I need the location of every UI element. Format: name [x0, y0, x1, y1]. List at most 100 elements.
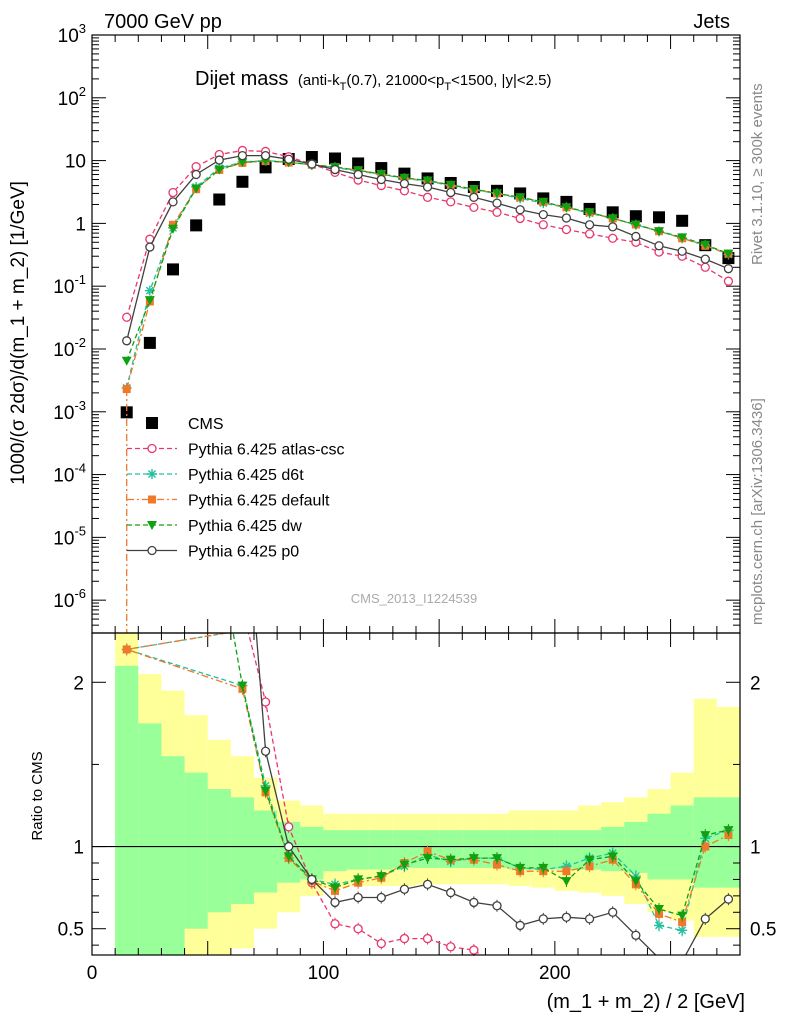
main-point-p0 [353, 169, 363, 180]
plot-title-detail-1: (anti-k [298, 72, 340, 89]
ratio-y-tick-label: 0.5 [58, 920, 84, 941]
legend: CMS Pythia 6.425 atlas-csc Pythia 6.425 d6… [127, 416, 345, 561]
ratio-x-tick-label: 100 [308, 963, 340, 984]
band-inner-bin [624, 821, 648, 873]
ratio-point-default [701, 842, 710, 851]
category-label: Jets [693, 11, 730, 33]
main-point-dw [121, 356, 132, 366]
ratio-point-p0 [700, 914, 710, 924]
main-point-dw [191, 184, 202, 194]
ratio-point-atlas_csc [353, 924, 363, 934]
main-point-dw [214, 165, 225, 175]
main-point-atlas_csc [168, 187, 178, 198]
main-point-p0 [631, 231, 641, 242]
main-y-tick-label: 103 [58, 21, 86, 47]
ratio-x-tick-label: 0 [87, 963, 98, 984]
main-point-p0 [122, 336, 132, 346]
main-y-tick-label: 10-1 [53, 272, 86, 298]
legend-marker-default [148, 495, 156, 504]
ratio-point-atlas_csc [330, 919, 340, 929]
ratio-point-default [122, 645, 131, 654]
main-y-tick-label: 10 [65, 152, 86, 173]
ratio-point-dw [237, 681, 248, 691]
main-point-p0 [145, 242, 155, 252]
main-point-atlas_csc [561, 224, 572, 235]
ratio-point-dw [538, 863, 549, 873]
ratio-point-default [585, 862, 594, 871]
ratio-panel-series [121, 633, 734, 957]
main-point-p0 [469, 192, 479, 202]
ratio-point-p0 [399, 884, 410, 894]
main-point-dw [399, 173, 410, 183]
plot-title-sub-1: T [340, 81, 347, 93]
main-y-tick-label: 10-3 [53, 398, 86, 424]
ratio-point-default [562, 867, 571, 876]
band-inner-bin [230, 797, 254, 905]
main-point-atlas_csc [191, 162, 201, 172]
main-point-p0 [515, 205, 525, 215]
ratio-panel-axes: 0 100 200 0.5 0.5 1 1 2 2 [58, 633, 776, 984]
ratio-point-atlas_csc [260, 697, 271, 707]
main-point-atlas_csc [608, 233, 618, 243]
main-y-tick-label: 1 [75, 214, 86, 235]
band-inner-bin [531, 830, 555, 870]
main-y-axis-title: 1000/(σ 2dσ)/d(m_1 + m_2) [1/GeV] [8, 181, 29, 485]
main-point-atlas_csc [538, 220, 548, 230]
main-point-p0 [330, 164, 340, 175]
main-point-atlas_csc [469, 202, 479, 213]
rivet-version-label: Rivet 3.1.10, ≥ 300k events [749, 83, 766, 265]
main-point-default [169, 220, 177, 229]
ratio-point-dw [330, 883, 340, 893]
main-point-cms [629, 210, 642, 223]
ratio-point-atlas_csc [399, 933, 410, 944]
main-point-dw [677, 233, 688, 243]
main-point-dw [422, 176, 433, 186]
legend-marker-p0 [147, 545, 157, 556]
ratio-point-default [678, 918, 687, 927]
main-point-dw [607, 214, 618, 224]
ratio-point-p0 [376, 892, 386, 903]
main-point-p0 [260, 150, 271, 161]
ratio-point-dw [283, 852, 294, 862]
ratio-point-dw [399, 860, 410, 870]
main-point-cms [120, 406, 133, 419]
main-point-dw [561, 203, 572, 213]
main-point-p0 [677, 246, 687, 256]
main-point-p0 [538, 209, 548, 220]
ratio-point-p0 [631, 930, 641, 940]
main-point-p0 [700, 254, 710, 264]
main-point-dw [538, 197, 549, 207]
legend-label-atlas_csc: Pythia 6.425 atlas-csc [188, 442, 345, 459]
band-inner-bin [369, 830, 393, 870]
ratio-point-dw [445, 855, 456, 865]
plot-title-detail-2: (0.7), 21000<p [346, 72, 444, 89]
ratio-point-p0 [353, 892, 363, 903]
main-point-p0 [376, 174, 386, 185]
ratio-point-dw [422, 854, 433, 864]
main-point-p0 [191, 169, 201, 180]
main-point-p0 [214, 155, 224, 165]
main-panel-axes: 10-6 10-5 10-4 10-3 10-2 10-1 1 10 102 103 [53, 21, 741, 634]
main-point-dw [723, 249, 734, 259]
ratio-point-atlas_csc [446, 942, 456, 952]
band-inner-bin [138, 723, 162, 955]
main-panel-series [120, 145, 735, 633]
ratio-y-tick-label: 2 [73, 673, 84, 694]
main-point-atlas_csc [515, 213, 525, 224]
plot-title-main: Dijet mass [195, 68, 288, 90]
main-y-tick-label: 10-4 [53, 461, 86, 487]
ratio-y-tick-label-right: 0.5 [750, 920, 776, 941]
main-point-p0 [422, 182, 433, 192]
ratio-point-dw [260, 786, 271, 796]
ratio-point-dw [376, 872, 387, 882]
band-inner-bin [508, 830, 532, 870]
panel-frames [91, 34, 741, 956]
main-point-atlas_csc [446, 197, 456, 207]
main-point-dw [168, 224, 178, 234]
ratio-point-atlas_csc [376, 938, 386, 949]
ratio-point-p0 [469, 897, 479, 908]
main-point-p0 [446, 187, 456, 198]
ratio-point-dw [630, 877, 641, 887]
band-inner-bin [115, 665, 139, 955]
legend-label-cms: CMS [188, 416, 224, 433]
